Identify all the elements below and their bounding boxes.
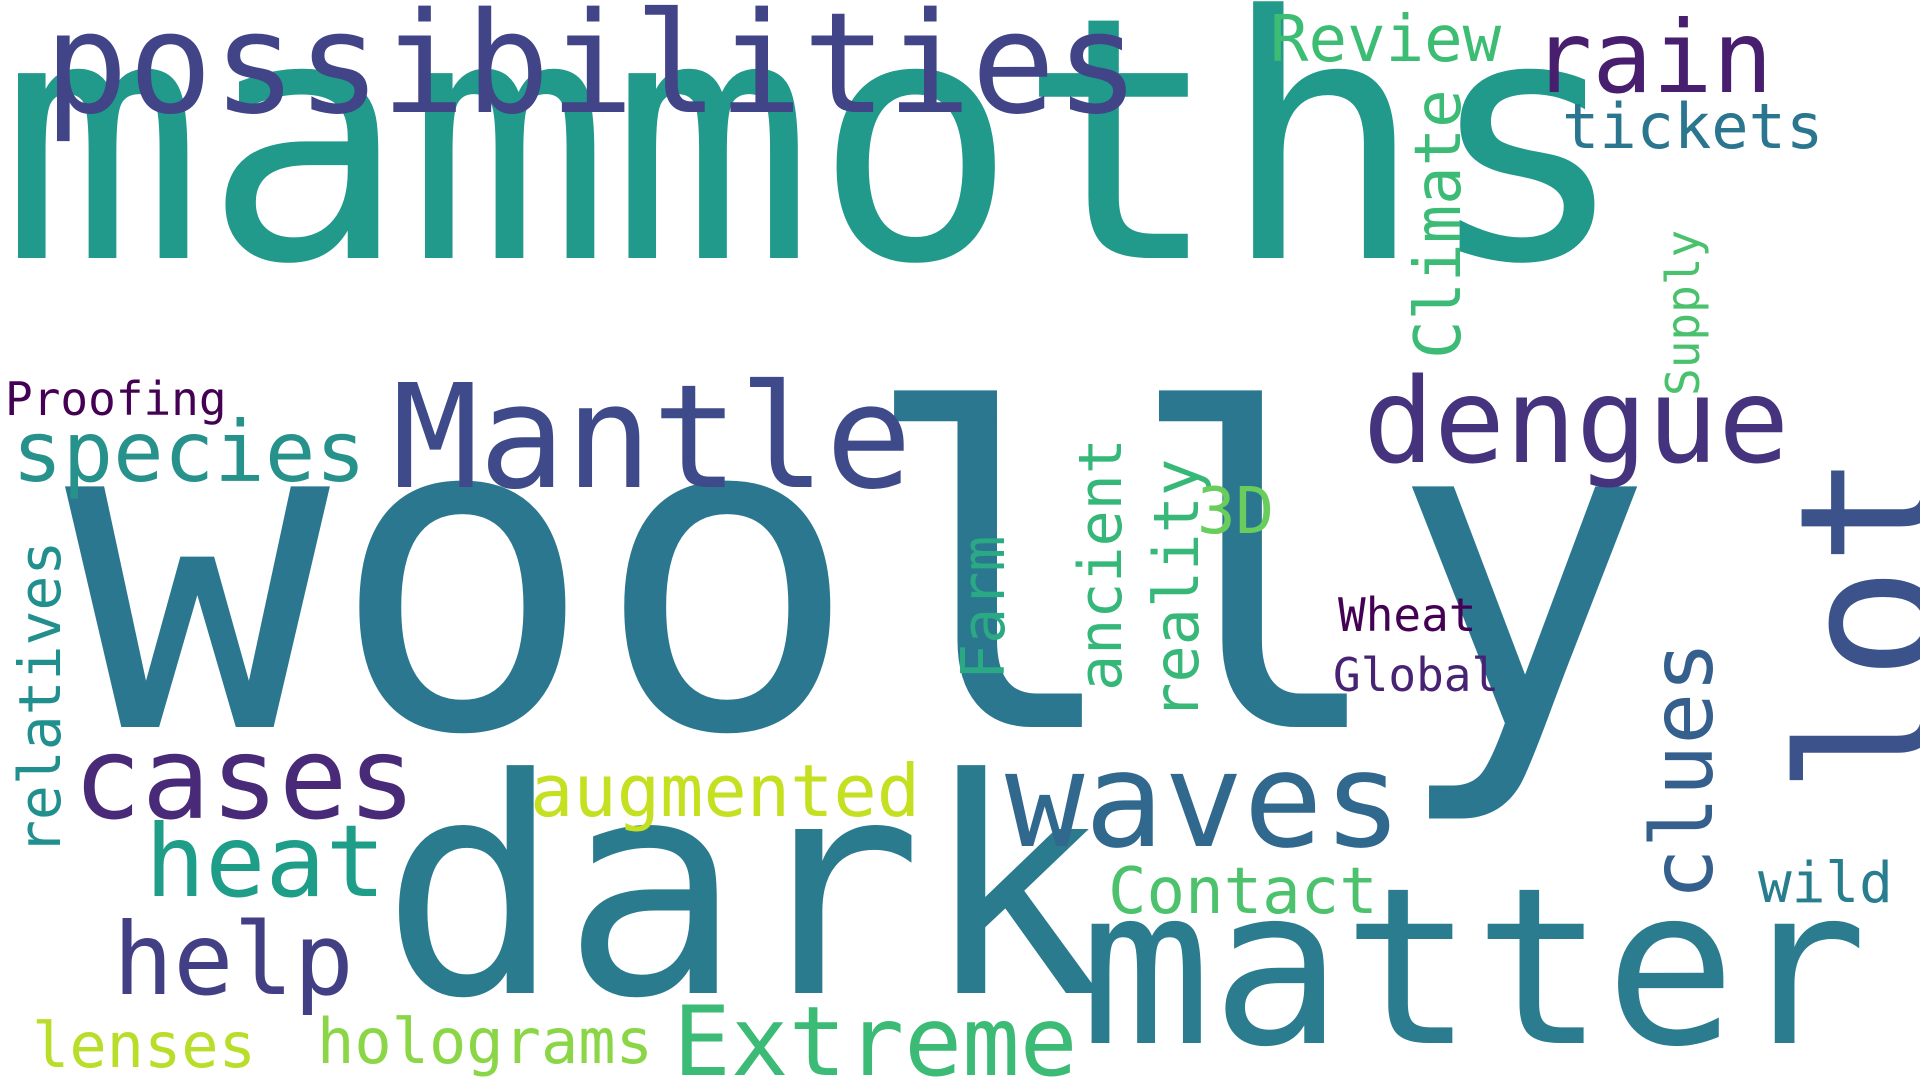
word-clues: clues xyxy=(1633,641,1733,900)
word-augmented: augmented xyxy=(530,749,921,833)
word-rain: rain xyxy=(1532,0,1773,116)
word-review: Review xyxy=(1270,3,1502,77)
word-waves: waves xyxy=(1005,724,1403,878)
word-wheat: Wheat xyxy=(1338,588,1477,642)
word-relatives: relatives xyxy=(6,540,74,855)
word-dengue: dengue xyxy=(1363,352,1790,490)
word-help: help xyxy=(113,901,354,1018)
word-ancient: ancient xyxy=(1066,438,1136,691)
word-possibilities: possibilities xyxy=(44,0,1140,146)
word-lot: lot xyxy=(1759,451,1920,795)
word-global: Global xyxy=(1333,648,1500,702)
word-woolly: woolly xyxy=(65,319,1655,831)
word-mantle: Mantle xyxy=(392,353,913,521)
word-species: species xyxy=(12,403,367,501)
word-extreme: Extreme xyxy=(673,986,1078,1080)
word-tickets: tickets xyxy=(1562,90,1824,163)
word-holograms: holograms xyxy=(317,1005,653,1078)
word-proofing: Proofing xyxy=(5,372,227,426)
word-heat: heat xyxy=(145,803,386,920)
word-matter: matter xyxy=(1080,842,1868,1080)
word-cases: cases xyxy=(73,712,417,845)
word-3d: 3D xyxy=(1197,475,1275,549)
word-mammoths: mammoths xyxy=(0,0,1628,338)
word-dark: dark xyxy=(381,715,1104,1064)
word-supply: Supply xyxy=(1656,229,1710,396)
word-climate: Climate xyxy=(1402,89,1476,359)
word-farm: Farm xyxy=(949,535,1019,681)
word-contact: Contact xyxy=(1108,855,1378,929)
word-wild: wild xyxy=(1758,851,1893,916)
word-lenses: lenses xyxy=(32,1009,256,1080)
